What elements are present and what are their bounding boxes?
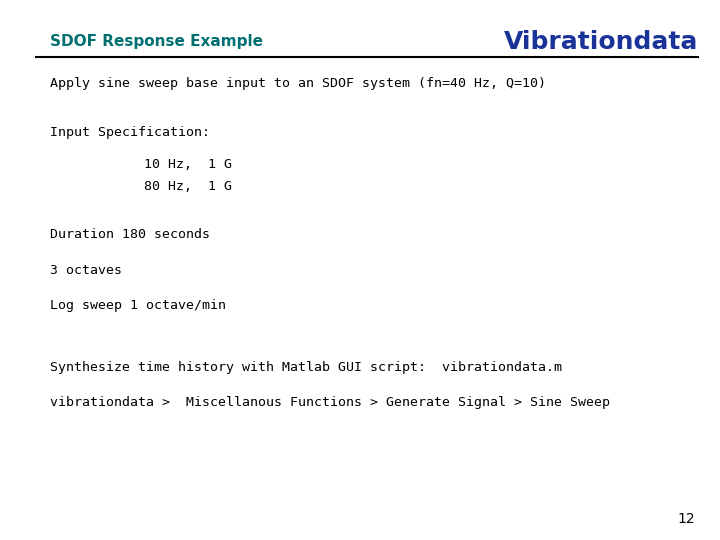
Text: SDOF Response Example: SDOF Response Example [50,34,264,49]
Text: 80 Hz,  1 G: 80 Hz, 1 G [144,180,232,193]
Text: 12: 12 [678,512,695,526]
Text: Vibrationdata: Vibrationdata [504,30,698,53]
Text: Apply sine sweep base input to an SDOF system (fn=40 Hz, Q=10): Apply sine sweep base input to an SDOF s… [50,77,546,90]
Text: 10 Hz,  1 G: 10 Hz, 1 G [144,158,232,171]
Text: Synthesize time history with Matlab GUI script:  vibrationdata.m: Synthesize time history with Matlab GUI … [50,361,562,374]
Text: Duration 180 seconds: Duration 180 seconds [50,228,210,241]
Text: vibrationdata >  Miscellanous Functions > Generate Signal > Sine Sweep: vibrationdata > Miscellanous Functions >… [50,396,611,409]
Text: Log sweep 1 octave/min: Log sweep 1 octave/min [50,299,226,312]
Text: 3 octaves: 3 octaves [50,264,122,276]
Text: Input Specification:: Input Specification: [50,126,210,139]
